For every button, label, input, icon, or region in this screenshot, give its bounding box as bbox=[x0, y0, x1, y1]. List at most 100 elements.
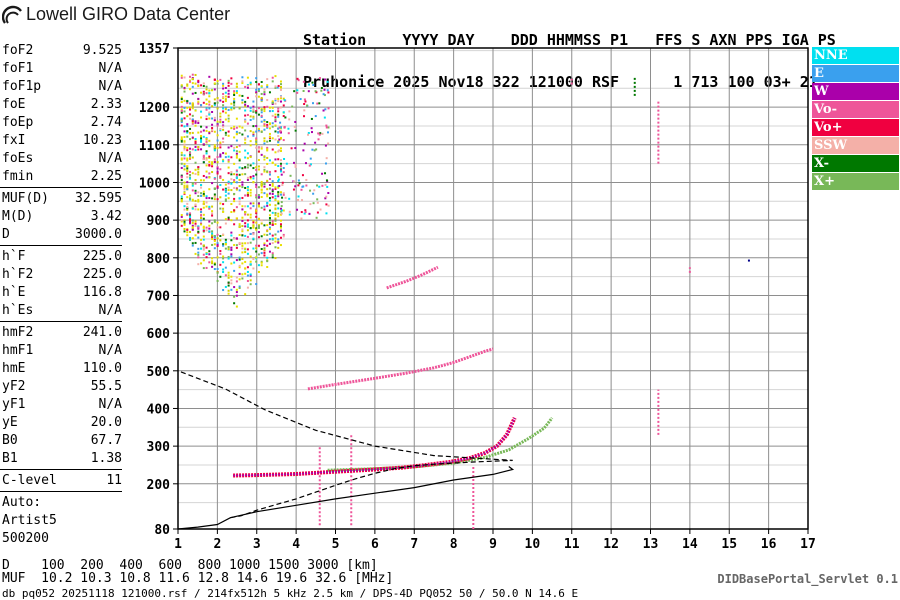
echo-point bbox=[189, 106, 192, 109]
echo-point bbox=[246, 229, 249, 232]
echo-point bbox=[180, 157, 183, 160]
echo-point bbox=[294, 129, 297, 132]
echo-point bbox=[197, 166, 200, 169]
echo-point bbox=[284, 196, 287, 199]
echo-point bbox=[313, 149, 316, 152]
echo-point bbox=[244, 156, 247, 159]
echo-point bbox=[268, 139, 271, 142]
echo-point bbox=[300, 217, 303, 220]
echo-point bbox=[208, 160, 211, 163]
echo-point bbox=[263, 233, 266, 236]
echo-point bbox=[279, 95, 282, 98]
echo-point bbox=[189, 113, 192, 116]
echo-point bbox=[327, 126, 330, 129]
echo-point bbox=[235, 246, 238, 249]
echo-point bbox=[257, 107, 260, 110]
echo-point bbox=[233, 125, 236, 128]
echo-point bbox=[260, 130, 263, 133]
echo-point bbox=[238, 166, 241, 169]
echo-point bbox=[200, 139, 203, 142]
echo-point bbox=[194, 161, 197, 164]
echo-point bbox=[327, 107, 330, 110]
echo-point bbox=[219, 252, 222, 255]
echo-point bbox=[249, 118, 252, 121]
echo-point bbox=[257, 88, 260, 91]
echo-point bbox=[257, 129, 260, 132]
echo-point bbox=[246, 219, 249, 222]
echo-point bbox=[202, 156, 205, 159]
echo-point bbox=[233, 223, 236, 226]
echo-point bbox=[288, 213, 291, 216]
echo-point bbox=[255, 146, 258, 149]
echo-point bbox=[255, 221, 258, 224]
echo-point bbox=[219, 99, 222, 102]
echo-point bbox=[277, 144, 280, 147]
echo-point bbox=[235, 126, 238, 129]
echo-point bbox=[211, 232, 214, 235]
echo-point bbox=[205, 92, 208, 95]
echo-point bbox=[213, 195, 216, 198]
echo-point bbox=[227, 89, 230, 92]
echo-point bbox=[235, 152, 238, 155]
echo-point bbox=[279, 150, 282, 153]
echo-point bbox=[227, 92, 230, 95]
echo-point bbox=[216, 226, 219, 229]
echo-point bbox=[222, 82, 225, 85]
echo-point bbox=[216, 237, 219, 240]
echo-point bbox=[227, 274, 230, 277]
echo-point bbox=[326, 185, 329, 188]
echo-point bbox=[268, 136, 271, 139]
echo-point bbox=[280, 205, 283, 208]
echo-point bbox=[189, 221, 192, 224]
echo-point bbox=[230, 253, 233, 256]
echo-point bbox=[180, 136, 183, 139]
echo-point bbox=[268, 214, 271, 217]
echo-point bbox=[274, 102, 277, 105]
echo-point bbox=[302, 149, 305, 152]
echo-point bbox=[282, 167, 285, 170]
echo-point bbox=[238, 158, 241, 161]
echo-point bbox=[208, 113, 211, 116]
echo-point bbox=[246, 166, 249, 169]
echo-point bbox=[327, 142, 330, 145]
echo-point bbox=[271, 180, 274, 183]
echo-point bbox=[202, 82, 205, 85]
echo-point bbox=[233, 101, 236, 104]
echo-point bbox=[180, 138, 183, 141]
echo-point bbox=[266, 224, 269, 227]
echo-point bbox=[246, 286, 249, 289]
echo-point bbox=[191, 242, 194, 245]
echo-point bbox=[216, 167, 219, 170]
echo-point bbox=[304, 210, 307, 213]
echo-point bbox=[219, 196, 222, 199]
echo-point bbox=[211, 123, 214, 126]
echo-point bbox=[268, 184, 271, 187]
echo-point bbox=[191, 199, 194, 202]
echo-point bbox=[197, 227, 200, 230]
echo-point bbox=[241, 126, 244, 129]
echo-point bbox=[213, 219, 216, 222]
echo-point bbox=[180, 154, 183, 157]
echo-point bbox=[227, 180, 230, 183]
echo-point bbox=[260, 97, 263, 100]
echo-point bbox=[233, 210, 236, 213]
echo-point bbox=[235, 237, 238, 240]
echo-point bbox=[186, 123, 189, 126]
echo-point bbox=[227, 197, 230, 200]
echo-point bbox=[277, 165, 280, 168]
echo-point bbox=[227, 79, 230, 82]
echo-point bbox=[227, 120, 230, 123]
echo-point bbox=[227, 81, 230, 84]
echo-point bbox=[297, 79, 300, 82]
echo-point bbox=[191, 219, 194, 222]
echo-point bbox=[200, 247, 203, 250]
echo-point bbox=[211, 182, 214, 185]
echo-point bbox=[224, 131, 227, 134]
echo-point bbox=[271, 80, 274, 83]
echo-point bbox=[249, 274, 252, 277]
echo-point bbox=[208, 139, 211, 142]
echo-point bbox=[222, 95, 225, 98]
echo-point bbox=[241, 196, 244, 199]
echo-point bbox=[227, 192, 230, 195]
echo-point bbox=[257, 146, 260, 149]
